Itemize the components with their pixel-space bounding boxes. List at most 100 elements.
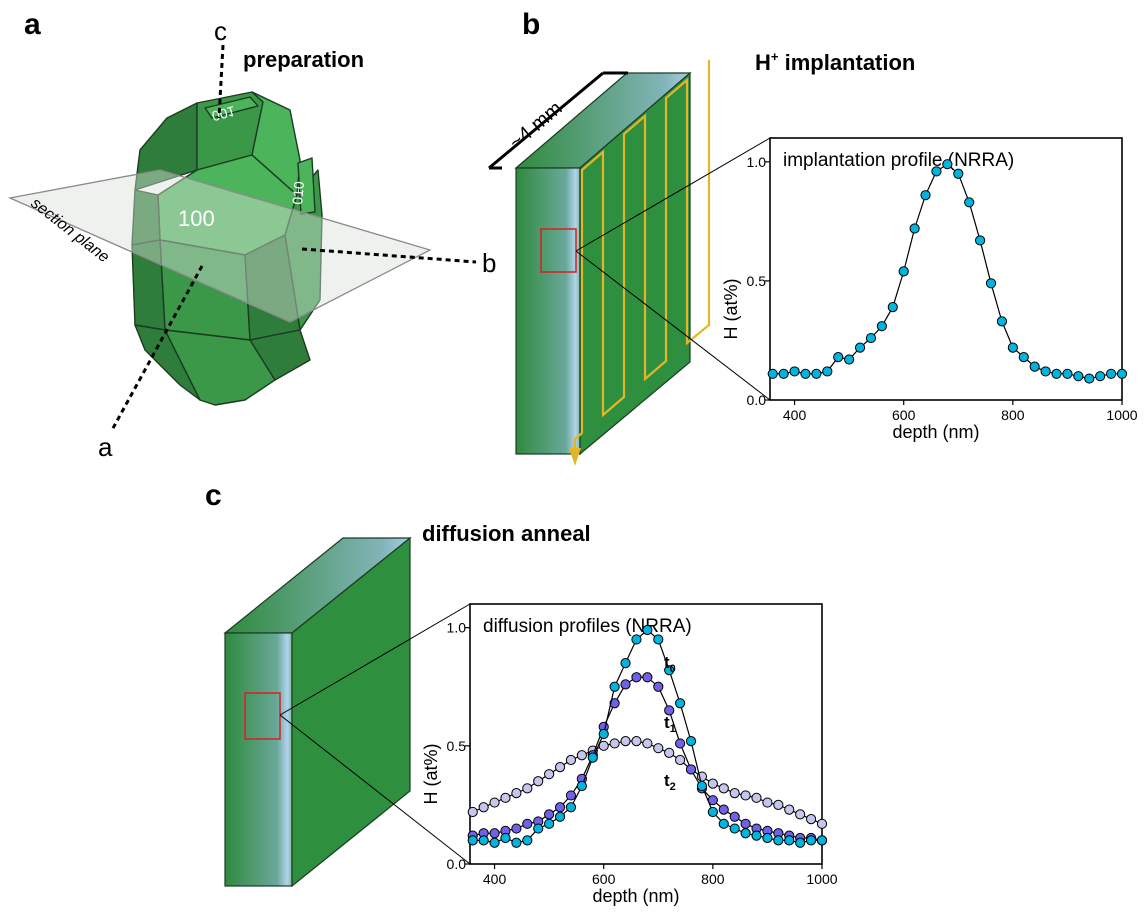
data-point-t2 [467, 806, 478, 818]
data-point [931, 166, 942, 177]
data-point-t0 [816, 835, 828, 846]
y-tick-label: 0.5 [747, 273, 767, 289]
data-point [833, 352, 844, 363]
data-point-t0 [664, 665, 675, 676]
data-point-t0 [751, 830, 762, 841]
data-point-t2 [631, 735, 642, 747]
data-point-t2 [565, 754, 577, 766]
data-point [1040, 366, 1051, 377]
data-point-t2 [620, 735, 631, 747]
implantation-chart: implantation profile (NRRA) 400 600 800 1000… [721, 137, 1138, 442]
beam-arrow-icon [569, 448, 581, 466]
data-point-t0 [478, 835, 489, 846]
data-point-t2 [478, 802, 489, 813]
data-point [887, 302, 898, 313]
series-label-t1: t1 [664, 713, 676, 735]
data-point-t1 [609, 698, 620, 709]
beam-raster-path [573, 60, 711, 455]
slab-side-face [291, 536, 411, 888]
data-point [767, 368, 778, 379]
data-point-t1 [653, 681, 664, 692]
data-point [1073, 371, 1084, 382]
data-point-t2 [544, 769, 555, 780]
y-tick-label: 0.0 [747, 392, 767, 408]
data-point-t1 [554, 802, 566, 813]
data-point-t0 [489, 837, 500, 848]
axis-b-label: b [482, 248, 496, 278]
axis-c-line [217, 44, 225, 119]
data-point-t1 [522, 818, 533, 829]
data-point-t0 [653, 634, 664, 645]
data-point [854, 342, 866, 353]
data-point [1018, 352, 1029, 363]
x-tick-label: 800 [701, 871, 725, 887]
panel-c-title: diffusion anneal [422, 521, 591, 546]
data-point-t0 [500, 832, 511, 844]
data-point-t2 [598, 740, 609, 751]
panel-a-label: a [24, 8, 41, 41]
zoom-line [279, 603, 471, 716]
data-point-t0 [762, 832, 773, 844]
face-100-label: 100 [178, 206, 215, 231]
axis-a-line [110, 265, 204, 431]
series-label-t0: t0 [664, 653, 676, 675]
data-point-t2 [533, 776, 544, 787]
slab-side-face [579, 71, 691, 456]
data-point-t0 [805, 835, 817, 846]
data-point-t0 [587, 752, 598, 763]
data-point-t2 [805, 813, 817, 825]
chart-title: implantation profile (NRRA) [783, 150, 1014, 171]
data-point [909, 223, 920, 234]
data-point-t0 [631, 634, 642, 645]
data-point-t2 [729, 787, 740, 799]
data-point-t2 [554, 761, 566, 773]
data-point [1105, 368, 1117, 379]
data-point-t0 [544, 818, 555, 829]
data-point [953, 168, 964, 179]
data-point-t1 [664, 705, 675, 716]
x-tick-label: 600 [892, 407, 916, 423]
y-axis-label: H (at%) [721, 278, 741, 339]
data-point-t2 [489, 797, 500, 808]
data-point-t2 [718, 783, 729, 794]
data-point-t2 [795, 809, 806, 820]
y-tick-label: 0.0 [447, 856, 467, 872]
data-point-t1 [718, 804, 729, 815]
x-tick-label: 400 [783, 407, 807, 423]
data-point-t2 [500, 792, 511, 803]
data-point [964, 197, 975, 208]
zoom-line [575, 250, 771, 401]
data-point [800, 368, 811, 379]
data-point-t0 [795, 837, 806, 848]
data-point-t0 [685, 735, 697, 747]
data-point-t2 [511, 787, 522, 799]
data-point [778, 368, 789, 379]
data-point-t0 [554, 811, 566, 822]
data-point-t2 [762, 797, 773, 808]
data-point [1116, 368, 1128, 379]
data-point-t1 [565, 790, 577, 801]
data-point-t2 [740, 790, 751, 801]
data-point-t0 [707, 806, 718, 818]
data-point-t2 [609, 738, 620, 749]
chart-title: diffusion profiles (NRRA) [483, 616, 692, 637]
data-point-t2 [707, 778, 718, 789]
data-point-t0 [565, 802, 577, 813]
data-point [942, 159, 953, 170]
panel-c: c diffusion anneal diffusion profiles (N… [205, 479, 838, 906]
slab-front-face [515, 167, 581, 455]
y-axis-label: H (at%) [421, 743, 441, 804]
data-point-t0 [522, 835, 533, 846]
zoom-line [279, 714, 471, 865]
axis-c-label: c [214, 16, 227, 46]
data-point [975, 235, 986, 246]
face-001-label: 001 [210, 103, 237, 125]
data-point-t1 [685, 764, 697, 775]
section-plane [7, 169, 432, 323]
data-point-t0 [609, 681, 620, 692]
y-tick-label: 0.5 [447, 738, 467, 754]
data-point-t0 [696, 780, 708, 792]
data-point-t0 [620, 657, 631, 669]
data-point [876, 321, 887, 332]
